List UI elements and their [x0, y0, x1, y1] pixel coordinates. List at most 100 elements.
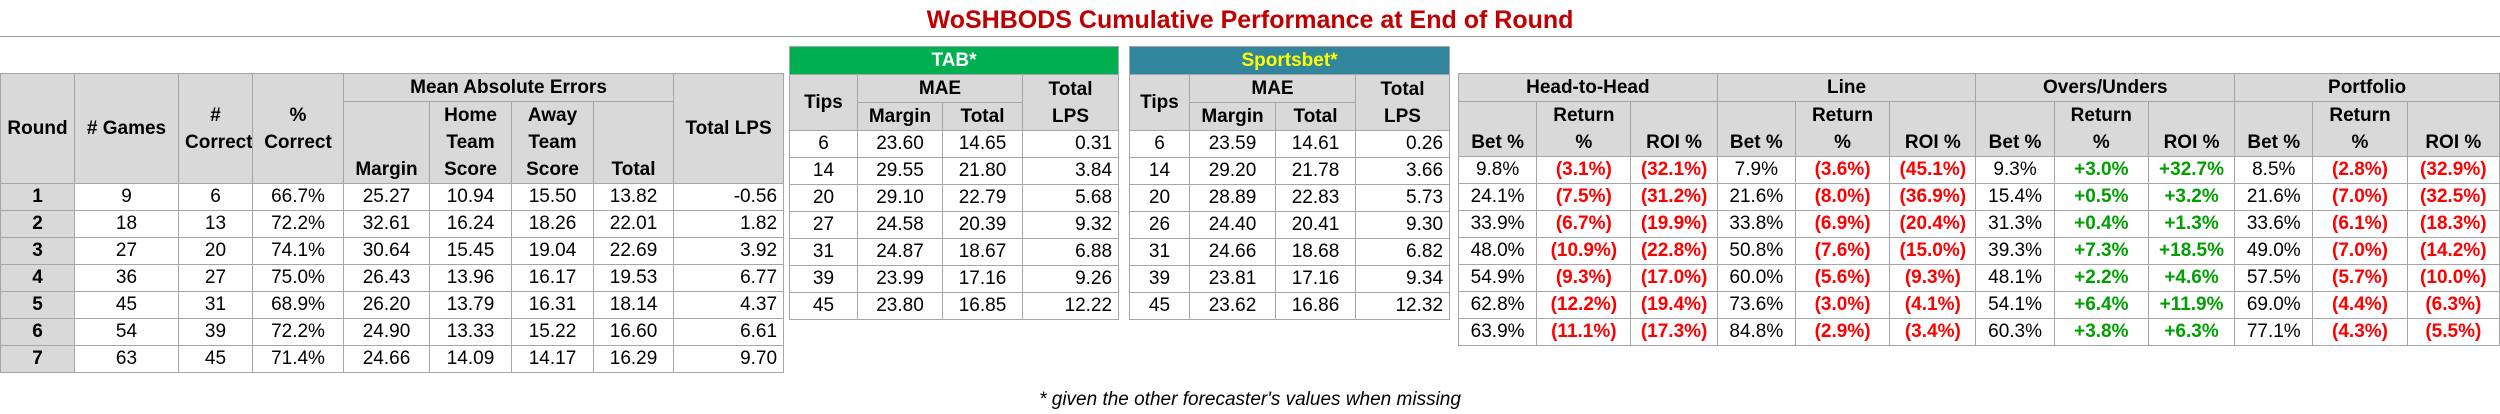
sportsbet-cell-tips: 31 [1129, 238, 1190, 266]
cell-port-return: (2.8%) [2312, 156, 2408, 184]
tab-header-total-lps: Total LPS [1021, 74, 1120, 131]
sportsbet-cell-total: 14.61 [1275, 130, 1356, 158]
cell-line-roi: (45.1%) [1889, 156, 1977, 184]
table-row: 31 24.87 18.67 6.88 [789, 238, 1120, 266]
sportsbet-cell-tips: 6 [1129, 130, 1190, 158]
cell-h2h-roi: (22.8%) [1630, 237, 1718, 265]
header-mean-absolute-errors: Mean Absolute Errors [342, 73, 675, 102]
tab-cell-total: 22.79 [942, 184, 1023, 212]
sportsbet-cell-tips: 26 [1129, 211, 1190, 239]
tab-cell-tips: 45 [789, 292, 858, 320]
header-margin: Margin [343, 101, 430, 184]
cell-total: 16.60 [592, 318, 675, 346]
table-row: 39 23.81 17.16 9.34 [1129, 265, 1451, 293]
cell-correct: 31 [178, 291, 253, 319]
cell-games: 36 [74, 264, 179, 292]
header-portfolio: Portfolio [2234, 73, 2500, 102]
cell-line-bet: 84.8% [1716, 318, 1796, 346]
cell-games: 63 [74, 345, 179, 373]
cell-line-bet: 73.6% [1716, 291, 1796, 319]
cell-line-roi: (3.4%) [1889, 318, 1977, 346]
cell-port-return: (7.0%) [2312, 183, 2408, 211]
cell-margin: 24.66 [343, 345, 430, 373]
table-row: 26 24.40 20.41 9.30 [1129, 211, 1451, 239]
table-row: 62.8% (12.2%) (19.4%) 73.6% (3.0%) (4.1%) 54.1… [1457, 291, 2500, 319]
cell-round: 2 [0, 210, 75, 238]
cell-ou-roi: +18.5% [2147, 237, 2236, 265]
tab-cell-margin: 24.58 [857, 211, 943, 239]
cell-line-return: (6.9%) [1794, 210, 1891, 238]
header-h2h-roi: ROI % [1630, 101, 1718, 157]
cell-total: 18.14 [592, 291, 675, 319]
cell-h2h-return: (11.1%) [1536, 318, 1632, 346]
cell-ou-roi: +11.9% [2147, 291, 2236, 319]
cell-h2h-return: (7.5%) [1536, 183, 1632, 211]
sportsbet-header-tips: Tips [1129, 74, 1190, 131]
cell-line-return: (5.6%) [1794, 264, 1891, 292]
cell-games: 45 [74, 291, 179, 319]
cell-port-roi: (10.0%) [2406, 264, 2500, 292]
cell-h2h-bet: 24.1% [1457, 183, 1538, 211]
cell-correct: 20 [178, 237, 253, 265]
cell-ou-bet: 54.1% [1975, 291, 2055, 319]
table-row: 4 36 27 75.0% 26.43 13.96 16.17 19.53 6.77 [0, 264, 785, 292]
cell-home: 15.45 [429, 237, 512, 265]
cell-away: 16.31 [511, 291, 594, 319]
sportsbet-cell-margin: 23.59 [1189, 130, 1276, 158]
cell-port-return: (5.7%) [2312, 264, 2408, 292]
tab-cell-total: 17.16 [942, 265, 1023, 293]
tab-cell-tips: 14 [789, 157, 858, 185]
cell-h2h-roi: (17.3%) [1630, 318, 1718, 346]
cell-games: 27 [74, 237, 179, 265]
cell-round: 5 [0, 291, 75, 319]
tab-table: TAB* Tips MAE Total LPS Margin Total 6 23… [788, 46, 1120, 320]
cell-line-bet: 7.9% [1716, 156, 1796, 184]
cell-lps: 4.37 [673, 291, 785, 319]
cell-round: 6 [0, 318, 75, 346]
tab-cell-margin: 23.80 [857, 292, 943, 320]
cell-port-bet: 49.0% [2234, 237, 2314, 265]
cell-ou-return: +3.8% [2053, 318, 2149, 346]
header-round: Round [0, 73, 75, 184]
cell-port-bet: 21.6% [2234, 183, 2314, 211]
sportsbet-cell-margin: 23.62 [1189, 292, 1276, 320]
cell-line-roi: (4.1%) [1889, 291, 1977, 319]
cell-h2h-bet: 48.0% [1457, 237, 1538, 265]
tab-cell-total: 21.80 [942, 157, 1023, 185]
cell-total: 13.82 [592, 183, 675, 211]
header-h2h-return: Return % [1536, 101, 1632, 157]
cell-away: 19.04 [511, 237, 594, 265]
cell-home: 13.96 [429, 264, 512, 292]
cell-correct: 27 [178, 264, 253, 292]
footnote: * given the other forecaster's values wh… [1039, 389, 1461, 410]
table-row: 6 54 39 72.2% 24.90 13.33 15.22 16.60 6.61 [0, 318, 785, 346]
cell-ou-return: +0.4% [2053, 210, 2149, 238]
sportsbet-cell-lps: 3.66 [1354, 157, 1451, 185]
tab-cell-lps: 3.84 [1021, 157, 1120, 185]
sportsbet-cell-lps: 6.82 [1354, 238, 1451, 266]
tab-cell-tips: 27 [789, 211, 858, 239]
cell-port-bet: 69.0% [2234, 291, 2314, 319]
cell-h2h-return: (12.2%) [1536, 291, 1632, 319]
cell-pct: 66.7% [252, 183, 344, 211]
header-pct-correct: % Correct [252, 73, 344, 184]
sportsbet-cell-lps: 9.30 [1354, 211, 1451, 239]
sportsbet-cell-margin: 28.89 [1189, 184, 1276, 212]
header-ou-roi: ROI % [2147, 101, 2236, 157]
header-overs-unders: Overs/Unders [1975, 73, 2236, 102]
table-row: 45 23.80 16.85 12.22 [789, 292, 1120, 320]
tab-cell-lps: 5.68 [1021, 184, 1120, 212]
tab-cell-margin: 29.55 [857, 157, 943, 185]
table-row: 33.9% (6.7%) (19.9%) 33.8% (6.9%) (20.4%) 31.3… [1457, 210, 2500, 238]
cell-round: 7 [0, 345, 75, 373]
sportsbet-cell-margin: 29.20 [1189, 157, 1276, 185]
title-divider [0, 36, 2500, 37]
cell-ou-roi: +3.2% [2147, 183, 2236, 211]
cell-correct: 6 [178, 183, 253, 211]
cell-port-roi: (18.3%) [2406, 210, 2500, 238]
cell-away: 14.17 [511, 345, 594, 373]
sportsbet-cell-tips: 14 [1129, 157, 1190, 185]
cell-h2h-return: (9.3%) [1536, 264, 1632, 292]
sportsbet-cell-margin: 24.40 [1189, 211, 1276, 239]
cell-ou-bet: 9.3% [1975, 156, 2055, 184]
